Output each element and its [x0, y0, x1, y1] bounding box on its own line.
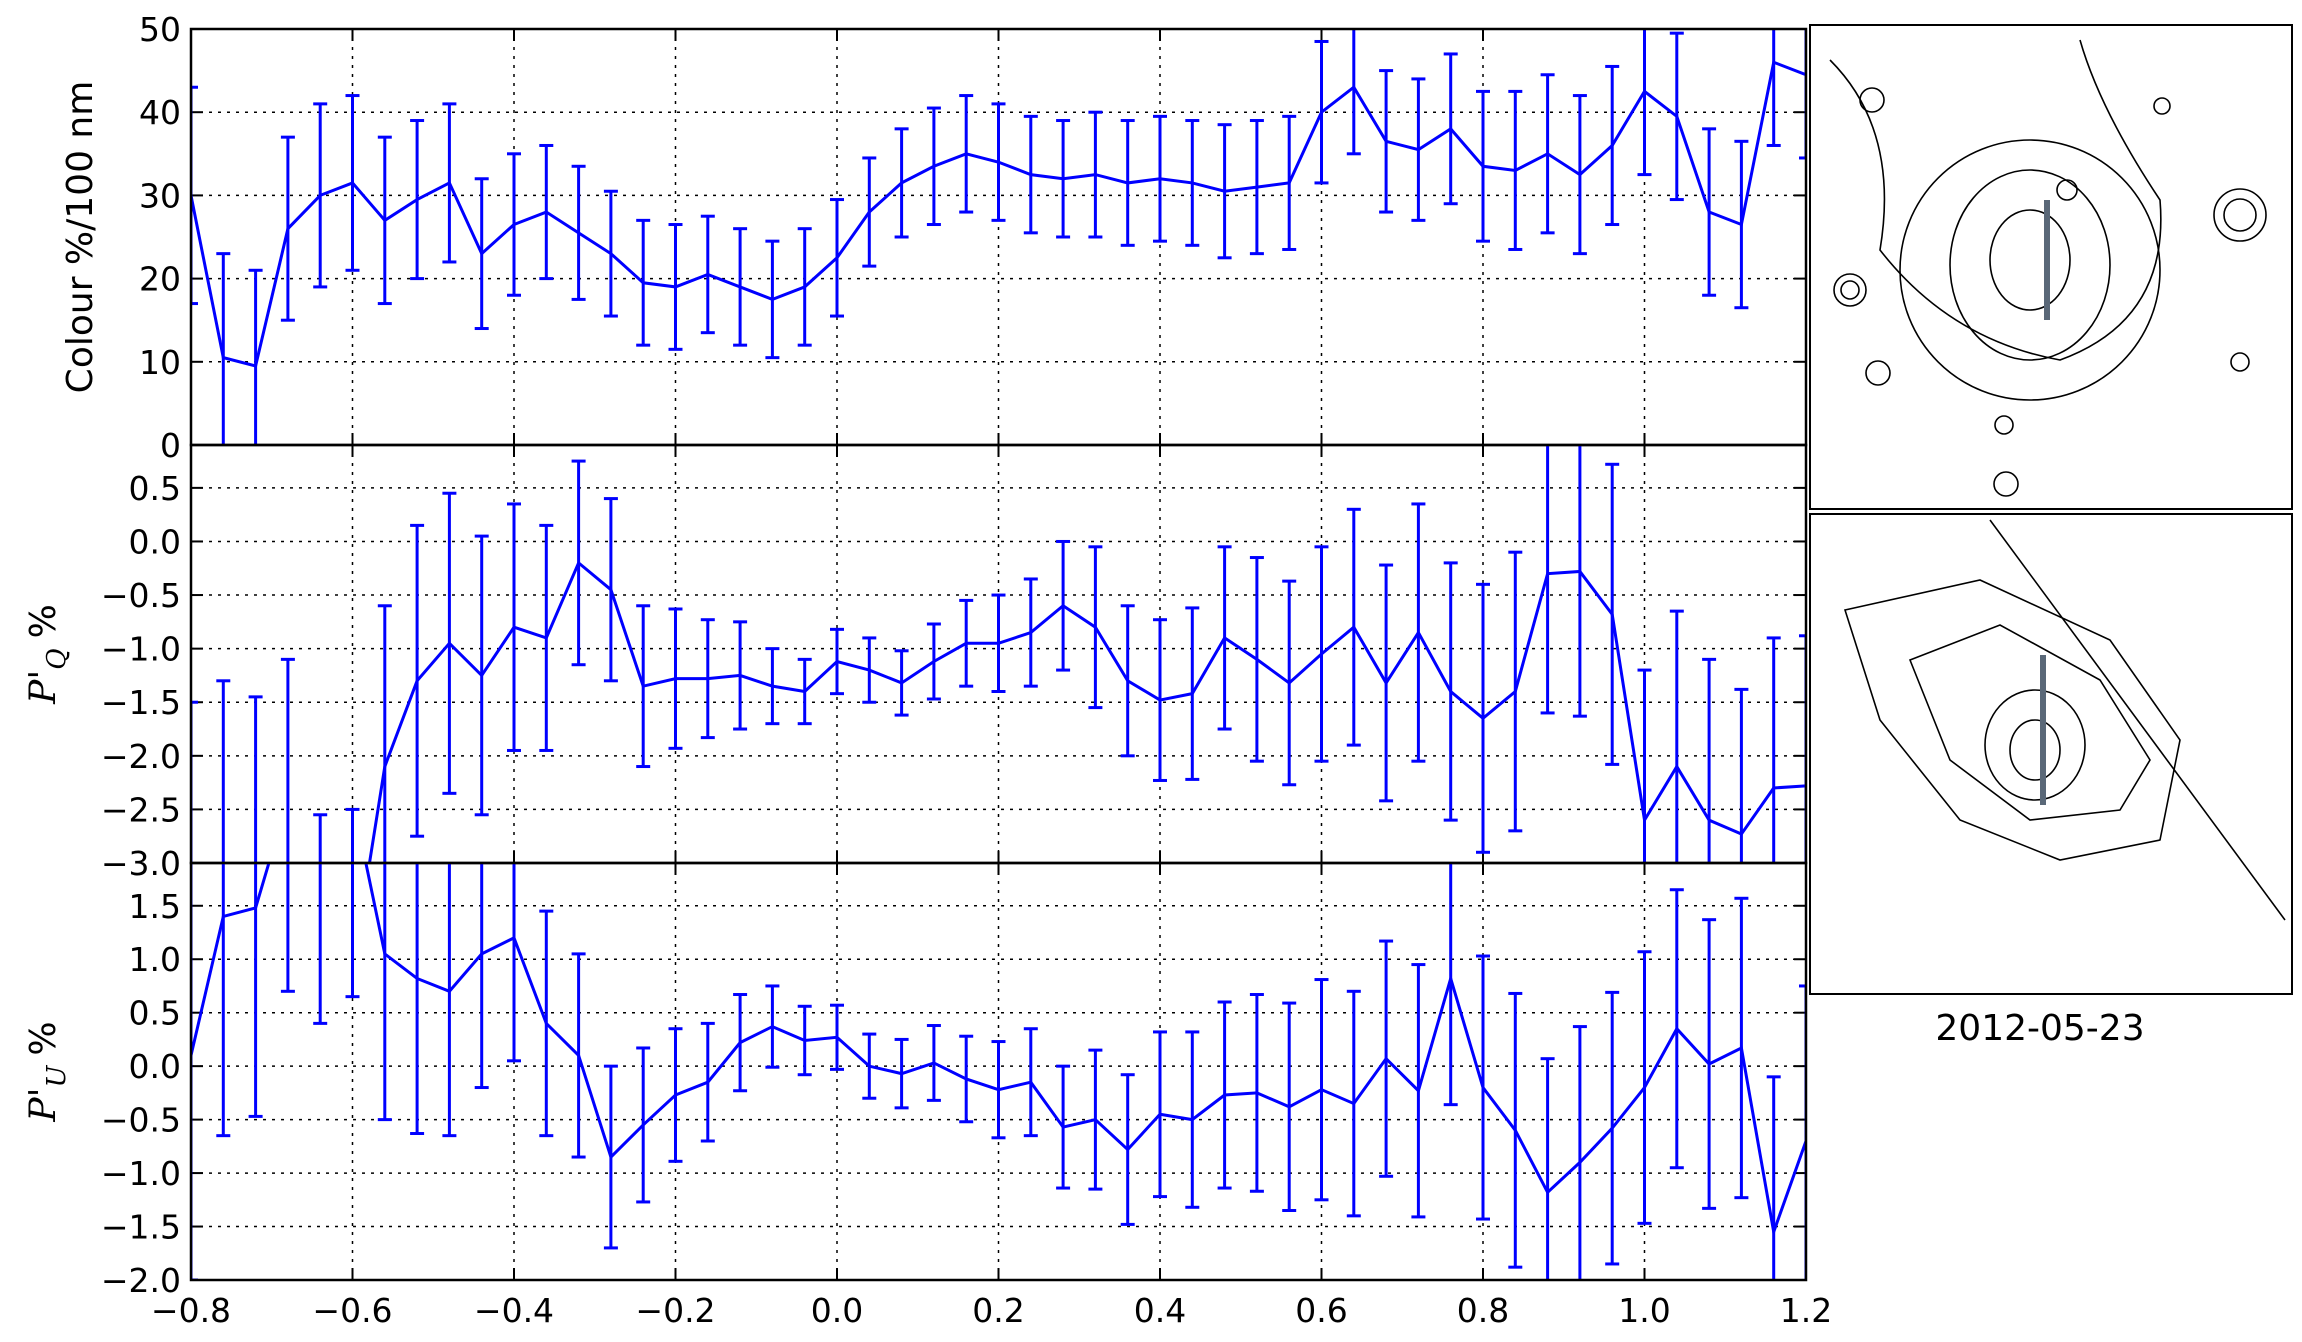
contour — [1989, 519, 2286, 921]
y-tick-label: −3.0 — [101, 844, 181, 883]
contour — [1865, 360, 1891, 386]
y-label-sub: U — [42, 1065, 72, 1088]
panel-frame — [189, 861, 1808, 1282]
y-tick-label: −2.0 — [101, 1261, 181, 1300]
contour — [1984, 689, 2086, 801]
x-tick-label: 0.0 — [811, 1291, 863, 1330]
contour — [2213, 188, 2267, 242]
contour — [1993, 471, 2019, 497]
x-tick-label: −0.4 — [474, 1291, 554, 1330]
y-tick-label: 0 — [160, 426, 181, 465]
y-axis-label: Colour %/100 nm — [60, 81, 101, 394]
y-tick-label: 0.0 — [129, 1047, 181, 1086]
y-tick-label: −1.0 — [101, 630, 181, 669]
x-tick-label: 1.0 — [1618, 1291, 1670, 1330]
y-tick-label: −2.0 — [101, 737, 181, 776]
contour — [1899, 139, 2161, 401]
y-label-main: P' — [23, 670, 64, 705]
y-tick-label: 0.5 — [129, 469, 181, 508]
y-tick-label: −2.5 — [101, 790, 181, 829]
y-axis-label: P'U% — [23, 1021, 72, 1122]
contour-image-bottom — [1809, 513, 2293, 995]
x-tick-label: −0.2 — [635, 1291, 715, 1330]
y-tick-label: 50 — [139, 10, 181, 49]
slit — [2040, 655, 2046, 805]
contour — [2223, 198, 2257, 232]
image-caption: 2012-05-23 — [1935, 1008, 2144, 1049]
contour — [1989, 209, 2071, 311]
contour — [1833, 273, 1867, 307]
contour — [1843, 579, 2181, 861]
y-tick-label: −1.0 — [101, 1154, 181, 1193]
y-axis-label: P'Q% — [23, 604, 72, 705]
contour — [1949, 169, 2111, 361]
contour — [1829, 39, 2162, 361]
slit — [2044, 200, 2050, 320]
y-tick-label: 0.5 — [129, 994, 181, 1033]
image-frame — [1809, 24, 2293, 510]
contour — [1840, 280, 1860, 300]
y-tick-label: 40 — [139, 93, 181, 132]
contour — [1908, 624, 2151, 821]
contour — [2056, 179, 2078, 201]
y-label-unit: % — [23, 1021, 64, 1055]
y-tick-label: 1.0 — [129, 940, 181, 979]
y-tick-label: −1.5 — [101, 683, 181, 722]
y-tick-label: −0.5 — [101, 1101, 181, 1140]
y-tick-label: −1.5 — [101, 1208, 181, 1247]
image-frame — [1809, 513, 2293, 995]
y-tick-label: 10 — [139, 343, 181, 382]
x-tick-label: 0.2 — [972, 1291, 1024, 1330]
x-tick-label: −0.8 — [151, 1291, 231, 1330]
contour — [2230, 352, 2250, 372]
x-tick-label: 0.6 — [1295, 1291, 1347, 1330]
y-tick-label: 0.0 — [129, 522, 181, 561]
y-label-sub: Q — [42, 648, 72, 669]
contour — [1859, 87, 1885, 113]
x-tick-label: −0.6 — [312, 1291, 392, 1330]
plot-area — [191, 445, 1806, 863]
x-tick-label: 1.2 — [1780, 1291, 1832, 1330]
data-line — [191, 863, 1806, 1238]
plot-area — [191, 29, 1806, 445]
y-tick-label: 30 — [139, 176, 181, 215]
y-tick-label: 1.5 — [129, 887, 181, 926]
x-tick-label: 0.8 — [1457, 1291, 1509, 1330]
y-tick-label: −0.5 — [101, 576, 181, 615]
contour — [1994, 415, 2014, 435]
y-label-main: P' — [23, 1088, 64, 1123]
contour-image-top — [1809, 24, 2293, 510]
data-line — [191, 60, 1806, 368]
contour — [2153, 97, 2171, 115]
data-line — [367, 560, 1806, 863]
contour — [2009, 719, 2061, 781]
y-label-unit: % — [23, 604, 64, 638]
x-tick-label: 0.4 — [1134, 1291, 1186, 1330]
y-tick-label: 20 — [139, 260, 181, 299]
plot-area — [191, 863, 1806, 1280]
